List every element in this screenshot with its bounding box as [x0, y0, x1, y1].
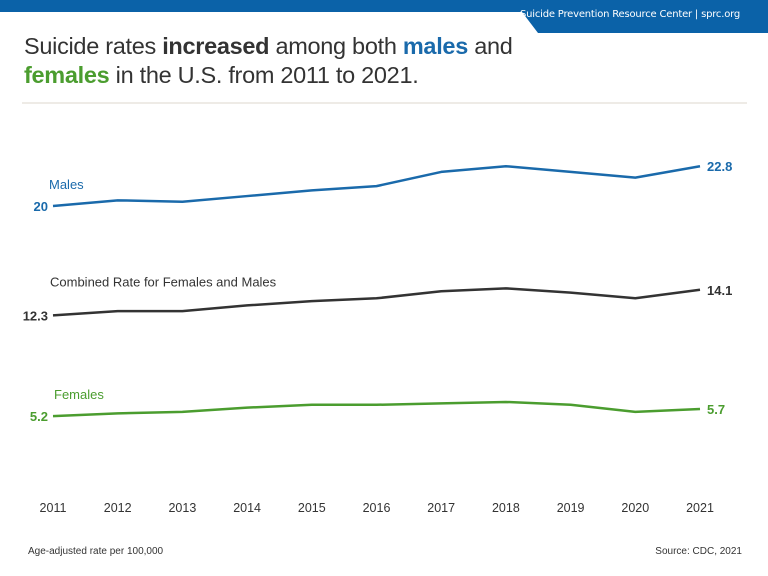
- series-line-2: [52, 400, 701, 418]
- x-tick-label: 2012: [104, 501, 132, 515]
- org-name: Suicide Prevention Resource Center | spr…: [519, 9, 740, 20]
- series-label: Males: [49, 177, 84, 192]
- x-tick-label: 2015: [298, 501, 326, 515]
- title-part: increased: [162, 33, 270, 59]
- title-part: in the U.S. from 2011 to 2021.: [109, 62, 419, 88]
- end-value-label: 5.7: [707, 402, 725, 417]
- x-tick-label: 2018: [492, 501, 520, 515]
- title-part: Suicide rates: [24, 33, 163, 59]
- start-value-label: 5.2: [30, 409, 48, 424]
- divider: [22, 102, 747, 104]
- x-tick-label: 2019: [557, 501, 585, 515]
- x-tick-label: 2011: [40, 501, 67, 515]
- end-value-label: 14.1: [707, 283, 732, 298]
- title-part: and: [467, 33, 513, 59]
- header-bar: [0, 0, 768, 33]
- x-tick-label: 2014: [233, 501, 261, 515]
- start-value-label: 20: [34, 199, 48, 214]
- x-tick-label: 2020: [621, 501, 649, 515]
- title-part: among both: [269, 33, 403, 59]
- x-tick-label: 2016: [363, 501, 391, 515]
- source: Source: CDC, 2021: [655, 546, 742, 557]
- chart-title: Suicide rates increased among both males…: [24, 32, 544, 90]
- end-value-label: 22.8: [707, 159, 732, 174]
- series-line-1: [52, 287, 701, 317]
- series-label: Combined Rate for Females and Males: [50, 274, 277, 289]
- title-part: males: [402, 33, 468, 59]
- x-tick-label: 2017: [427, 501, 455, 515]
- title-part: females: [24, 62, 110, 88]
- x-tick-label: 2021: [686, 501, 714, 515]
- series-label: Females: [54, 387, 104, 402]
- line-chart: 20 22.8 Males 12.3 14.1 Combined Rate for Fem…: [23, 159, 733, 515]
- start-value-label: 12.3: [23, 308, 48, 323]
- x-tick-label: 2013: [168, 501, 196, 515]
- footnote: Age-adjusted rate per 100,000: [28, 546, 164, 557]
